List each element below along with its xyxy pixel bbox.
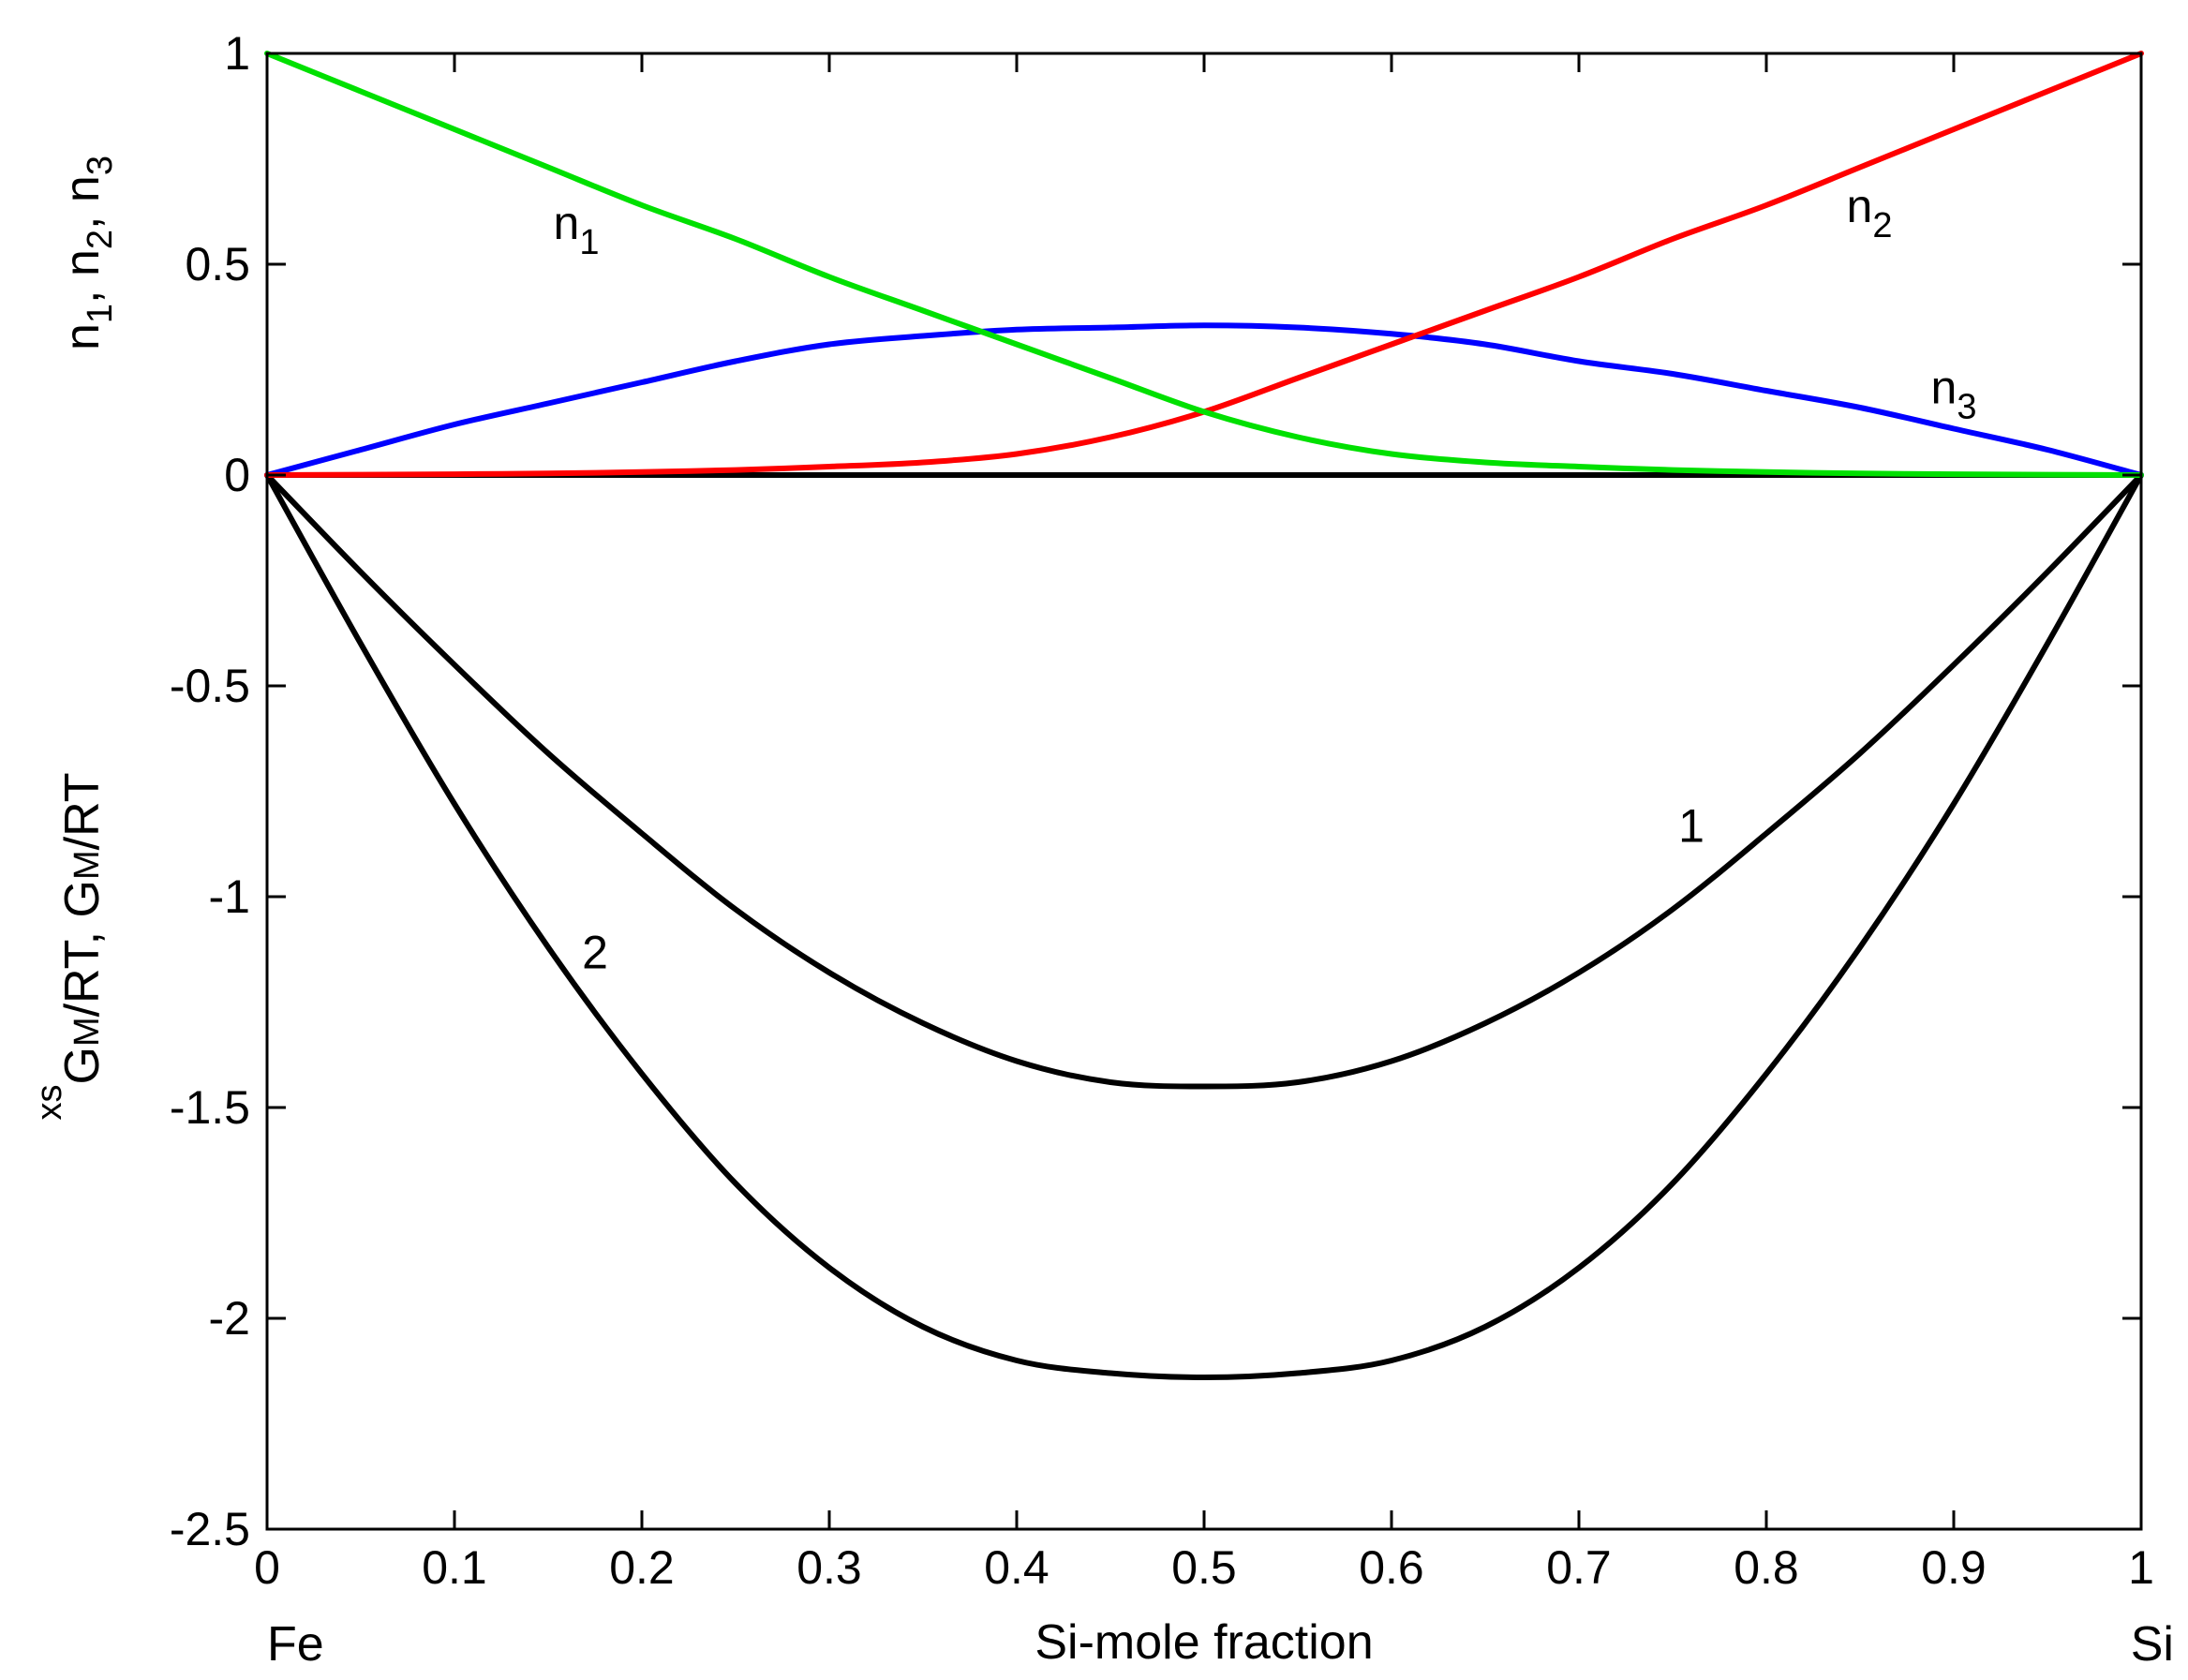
y-tick-label: -2: [209, 1292, 250, 1345]
curves-layer: [264, 51, 2144, 1380]
plot-frame: [265, 52, 2143, 1531]
x-tick-label: 0.7: [1546, 1541, 1612, 1594]
x-end-label-left: Fe: [267, 1617, 324, 1672]
y-tick-label: 0: [224, 449, 250, 501]
curve-label-2: 2: [582, 927, 608, 979]
x-tick-label: 0.5: [1171, 1541, 1237, 1594]
x-tick-label: 0.9: [1921, 1541, 1987, 1594]
x-tick-label: 0.2: [609, 1541, 675, 1594]
curve-label-n1: n1: [554, 197, 600, 262]
curve-label-n2: n2: [1847, 180, 1893, 245]
labels-layer: 0 0.1 0.2 0.3 0.4 0.5 0.6 0.7 0.8 0.9 1 1 0.5 0 -0.5 -1…: [170, 27, 2154, 1594]
curve-label-1: 1: [1678, 800, 1704, 853]
y-tick-label: -1: [209, 870, 250, 923]
x-tick-label: 0.4: [984, 1541, 1049, 1594]
x-end-label-right: Si: [2131, 1617, 2174, 1672]
series-line-n1: [264, 51, 2144, 478]
x-tick-label: 0.8: [1734, 1541, 1799, 1594]
y-tick-label: -2.5: [170, 1503, 250, 1555]
x-tick-label: 0: [254, 1541, 280, 1594]
x-tick-label: 0.6: [1359, 1541, 1424, 1594]
x-tick-label: 1: [2128, 1541, 2154, 1594]
curve-label-n3: n3: [1931, 362, 1977, 427]
y-tick-label: -0.5: [170, 660, 250, 712]
x-axis-title: Si-mole fraction: [1034, 1615, 1373, 1670]
series-line-n3: [264, 322, 2144, 478]
x-tick-label: 0.1: [422, 1541, 487, 1594]
y-tick-label: 1: [224, 27, 250, 80]
x-tick-label: 0.3: [796, 1541, 862, 1594]
y-axis-title-lower: xsGM/RT, GM/RT: [30, 772, 110, 1120]
series-line-2: [264, 472, 2144, 1380]
y-axis-title-upper: n1, n2, n3: [55, 156, 120, 350]
y-tick-label: 0.5: [185, 238, 250, 290]
ticks-layer: [265, 52, 2143, 1531]
series-line-1: [264, 472, 2144, 1090]
y-tick-label: -1.5: [170, 1081, 250, 1134]
